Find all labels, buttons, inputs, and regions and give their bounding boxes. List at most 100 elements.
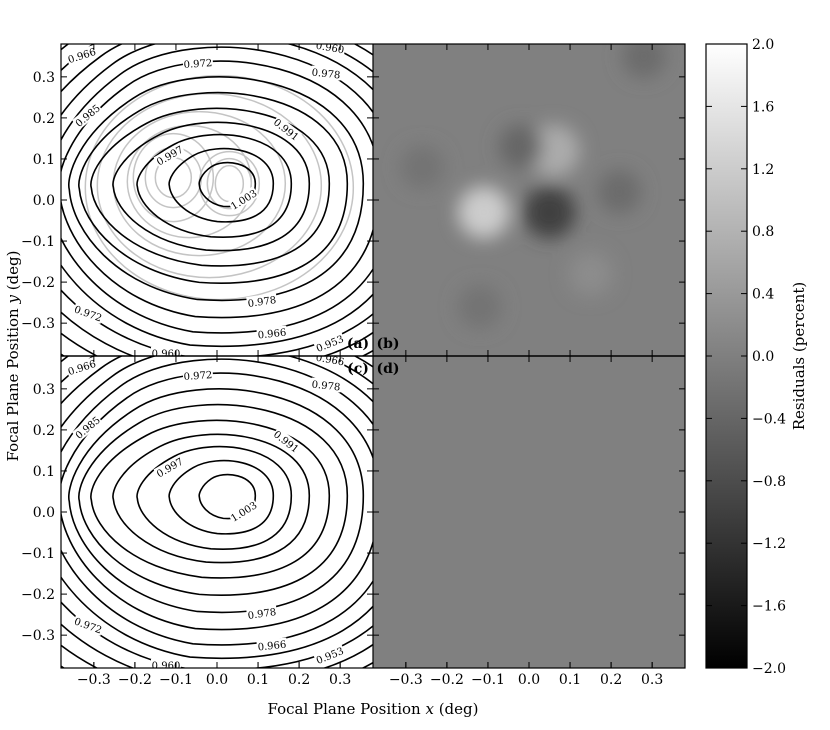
colorbar-tick-label: −2.0 [752, 661, 786, 677]
contour-label-bg [153, 454, 186, 480]
contour-label-bg [313, 331, 346, 355]
x-tick-label: −0.1 [159, 672, 193, 688]
contour-line [61, 372, 373, 631]
contour-line [90, 107, 331, 267]
colorbar-tick-label: −0.8 [752, 474, 786, 490]
y-tick-label: −0.1 [21, 546, 55, 562]
x-tick-label: 0.1 [559, 672, 581, 688]
contour-label-bg [256, 637, 288, 653]
x-tick-label: 0.0 [518, 672, 540, 688]
x-tick-label: 0.2 [600, 672, 622, 688]
x-tick-label: −0.1 [471, 672, 505, 688]
contour-line [78, 403, 349, 596]
colorbar-tick-label: 0.0 [752, 349, 774, 365]
contour-label-bg [65, 356, 98, 378]
black-contours: 0.966 0.9660.9720.9780.9850.9910.9971.003… [61, 356, 373, 672]
colorbar-tick-label: −1.6 [752, 599, 786, 615]
x-tick-label: −0.3 [389, 672, 423, 688]
contour-label-bg [246, 604, 278, 622]
x-axis-label: Focal Plane Position x (deg) [268, 700, 479, 718]
contour-line [168, 147, 275, 223]
colorbar-tick-label: −1.2 [752, 536, 786, 552]
contour-label-bg [314, 44, 346, 56]
contour-label-bg [72, 614, 105, 636]
x-tick-label: 0.1 [247, 672, 269, 688]
contour-group: 0.966 0.9660.9720.9780.9850.9910.9971.003… [61, 356, 373, 672]
contour-label: 0.966 [257, 640, 287, 654]
contour-line [61, 44, 373, 348]
contour-label: 0.978 [311, 380, 341, 394]
x-tick-label: −0.2 [118, 672, 152, 688]
colorbar-label: Residuals (percent) [790, 282, 808, 430]
heatmap-blob [457, 284, 502, 329]
colorbar-tick-label: 1.2 [752, 162, 774, 178]
panel-c-contours: 0.966 0.9660.9720.9780.9850.9910.9971.003… [61, 356, 373, 672]
heatmap-b [373, 44, 685, 356]
y-tick-label: 0.3 [33, 70, 55, 86]
contour-line [68, 76, 365, 302]
colorbar-tick-label: 0.8 [752, 224, 774, 240]
contour-line [61, 46, 373, 334]
colorbar-gradient [705, 43, 748, 669]
contour-line [61, 60, 373, 319]
panel-tag: (c) [347, 361, 369, 377]
heatmap-cell [373, 356, 685, 668]
gray-contour-line [132, 132, 215, 223]
contour-label: 0.960 [152, 349, 181, 360]
contour-line [61, 356, 373, 660]
contour-line [112, 121, 311, 252]
heatmap-blob [568, 251, 613, 296]
contour-label-bg [227, 498, 260, 525]
x-tick-label: 0.2 [288, 672, 310, 688]
y-tick-label: −0.2 [21, 587, 55, 603]
contour-label-bg [151, 659, 181, 668]
contour-label-bg [72, 302, 105, 324]
contour-label: 0.972 [183, 370, 212, 383]
panel-frames [60, 43, 686, 669]
y-tick-label: 0.2 [33, 111, 55, 127]
contour-label-bg [72, 100, 103, 130]
heatmap-blob [498, 124, 543, 169]
x-tick-label: 0.0 [206, 672, 228, 688]
contour-label-bg [65, 44, 98, 66]
y-tick-label: −0.2 [21, 275, 55, 291]
y-tick-label: −0.3 [21, 628, 55, 644]
colorbar-tick-label: −0.4 [752, 411, 786, 427]
heatmap-blob [597, 169, 642, 214]
contour-label-bg [182, 367, 214, 383]
y-tick-label: 0.0 [33, 193, 55, 209]
x-tick-label: 0.3 [641, 672, 663, 688]
y-tick-label: −0.3 [21, 316, 55, 332]
panel-tag: (d) [376, 361, 399, 377]
contour-line [61, 356, 373, 668]
y-tick-label: 0.3 [33, 382, 55, 398]
y-tick-label: 0.1 [33, 464, 55, 480]
panel-tag: (b) [376, 336, 399, 352]
y-tick-label: −0.1 [21, 234, 55, 250]
contour-label-bg [246, 292, 278, 310]
x-tick-label: −0.3 [77, 672, 111, 688]
contour-label: 0.978 [247, 607, 277, 622]
contour-line [90, 419, 331, 579]
colorbar: 2.0 1.6 1.2 0.8 0.4 0.0 −0.4 −0.8 −1.2 −1.6 −2.0 [705, 37, 786, 677]
x-tick-label: −0.2 [430, 672, 464, 688]
contour-line [136, 445, 293, 550]
contour-label: 0.960 [152, 661, 181, 672]
contour-label-bg [72, 412, 103, 442]
heatmap-blobs [400, 44, 666, 329]
y-tick-label: 0.2 [33, 423, 55, 439]
contour-label-bg [313, 643, 346, 667]
contour-line [168, 459, 275, 535]
heatmap-blob [621, 44, 666, 79]
contour-label-bg [271, 427, 303, 456]
contour-line [61, 358, 373, 646]
panel-tags: (a) (b) (c) (d) [347, 336, 400, 377]
y-tick-label: 0.0 [33, 505, 55, 521]
panel-tag: (a) [347, 336, 369, 352]
contour-label-bg [227, 186, 260, 213]
contour-label: 0.966 [257, 328, 287, 342]
heatmap-blob [457, 186, 510, 239]
heatmap-blob [400, 145, 445, 190]
contour-line [112, 433, 311, 564]
contour-label-bg [314, 356, 346, 368]
